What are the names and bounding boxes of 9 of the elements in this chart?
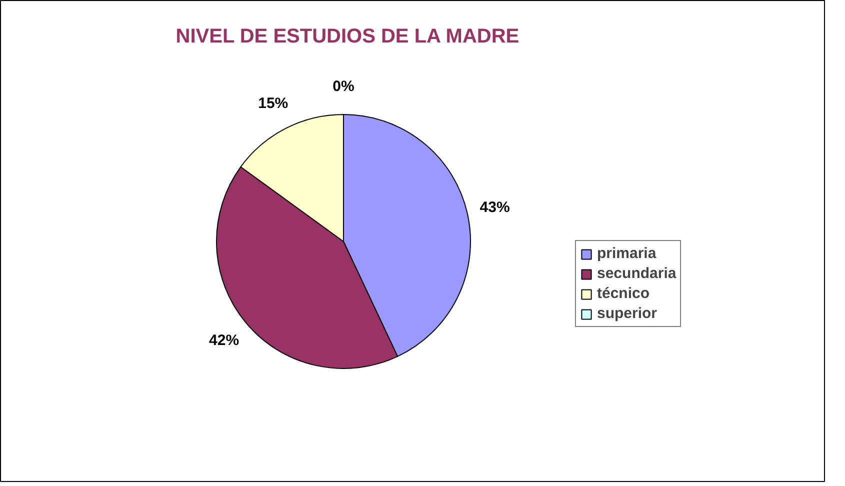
data-label: 42% [209, 332, 240, 349]
data-label: 15% [258, 94, 288, 112]
legend-label: técnico [597, 285, 650, 302]
text: 0% [332, 78, 354, 95]
data-label: 43% [480, 199, 510, 216]
legend-label: superior [597, 305, 658, 322]
chart-title: NIVEL DE ESTUDIOS DE LA MADRE [176, 26, 520, 48]
legend-label: primaria [597, 245, 656, 262]
legend-label: secundaria [597, 265, 676, 282]
